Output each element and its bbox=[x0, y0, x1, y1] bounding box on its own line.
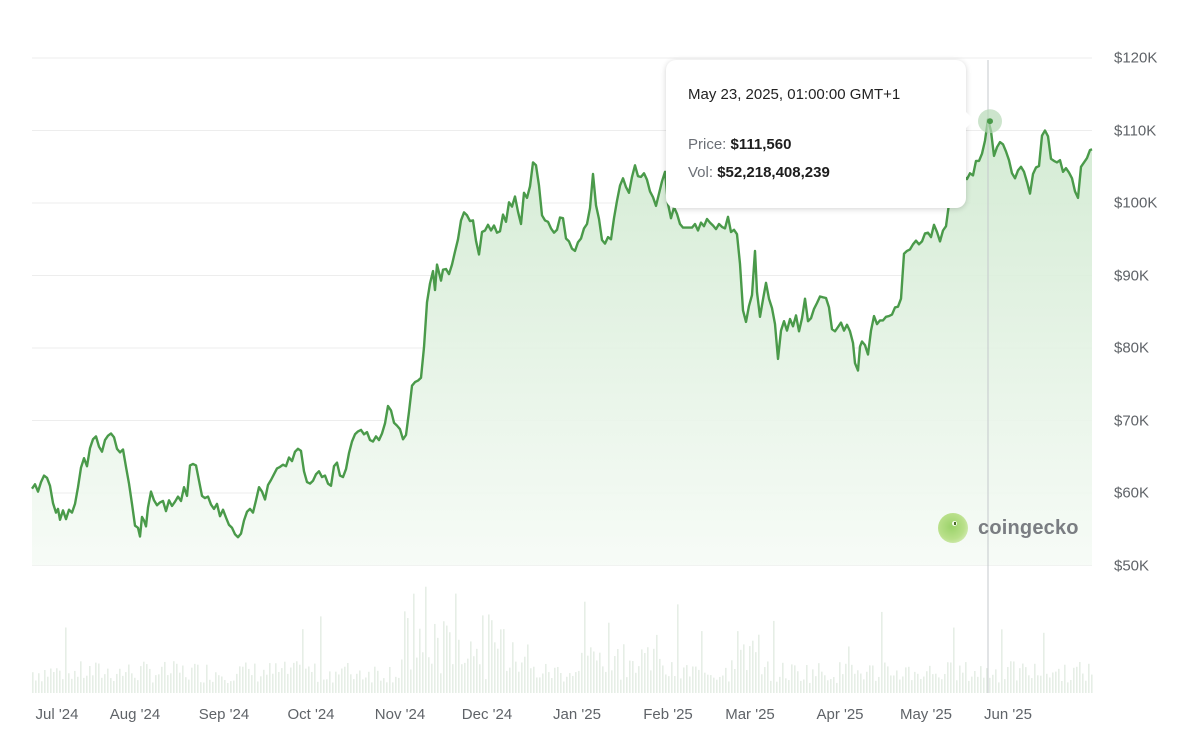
x-tick-label: Sep '24 bbox=[198, 706, 250, 723]
x-tick-label: Aug '24 bbox=[109, 706, 161, 723]
x-tick-label: Apr '25 bbox=[816, 706, 864, 723]
tooltip-price-row: Price: $111,560 bbox=[688, 136, 791, 153]
x-tick-label: Oct '24 bbox=[287, 706, 335, 723]
tooltip-date: May 23, 2025, 01:00:00 GMT+1 bbox=[688, 86, 901, 103]
x-tick-label: Jun '25 bbox=[984, 706, 1032, 723]
hover-marker-dot bbox=[987, 118, 993, 125]
x-tick-label: Mar '25 bbox=[725, 706, 775, 723]
watermark-text: coingecko bbox=[978, 516, 1079, 539]
y-tick-label: $50K bbox=[1114, 557, 1150, 574]
hover-tooltip: May 23, 2025, 01:00:00 GMT+1 Price: $111… bbox=[666, 60, 974, 208]
tooltip-price-value: $111,560 bbox=[730, 136, 792, 153]
tooltip-price-label: Price: bbox=[688, 136, 727, 153]
x-tick-label: Feb '25 bbox=[643, 706, 693, 723]
y-tick-label: $120K bbox=[1114, 49, 1158, 67]
y-tick-label: $70K bbox=[1114, 412, 1150, 429]
y-tick-label: $90K bbox=[1114, 267, 1150, 284]
coingecko-logo-icon bbox=[938, 513, 968, 543]
coingecko-watermark: coingecko bbox=[938, 512, 1079, 544]
price-line[interactable] bbox=[31, 118, 1093, 539]
x-tick-label: Dec '24 bbox=[461, 706, 513, 723]
tooltip-volume-row: Vol: $52,218,408,239 bbox=[688, 164, 830, 181]
tooltip-volume-value: $52,218,408,239 bbox=[717, 164, 830, 181]
x-tick-label: Jul '24 bbox=[35, 706, 79, 723]
x-tick-label: Nov '24 bbox=[374, 706, 426, 723]
y-tick-label: $60K bbox=[1114, 484, 1150, 502]
y-tick-label: $80K bbox=[1114, 339, 1150, 357]
x-tick-label: May '25 bbox=[899, 706, 953, 723]
price-area-fill bbox=[32, 119, 1092, 566]
y-tick-label: $100K bbox=[1114, 194, 1158, 212]
x-tick-label: Jan '25 bbox=[553, 706, 601, 723]
volume-bars bbox=[32, 586, 1093, 693]
y-tick-label: $110K bbox=[1114, 122, 1157, 139]
tooltip-volume-label: Vol: bbox=[688, 164, 714, 181]
